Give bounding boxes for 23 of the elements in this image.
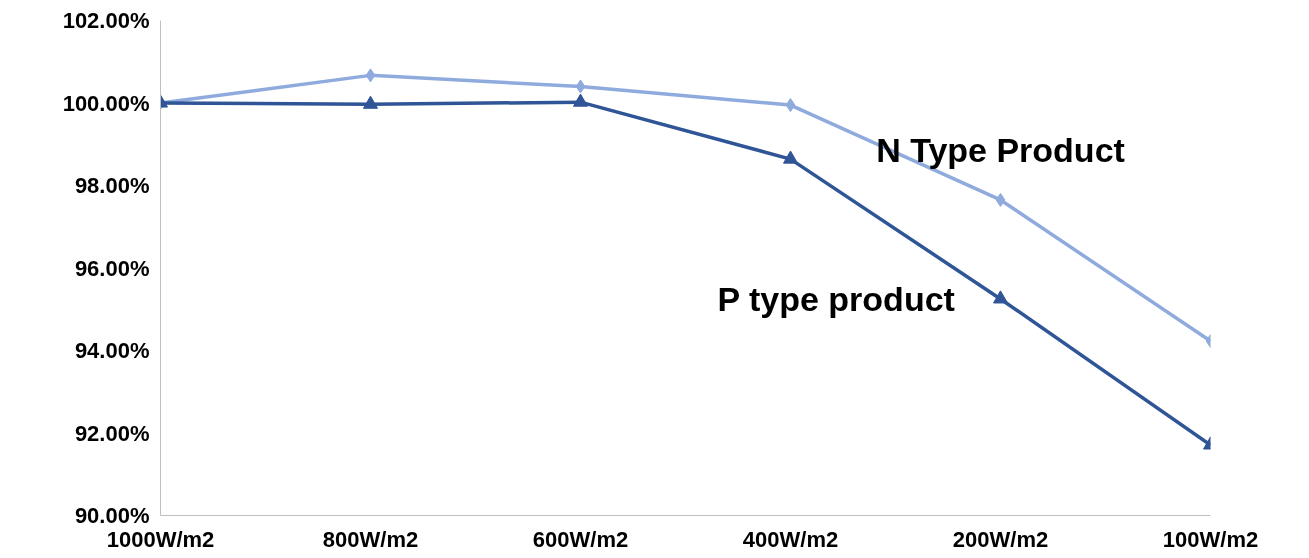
x-tick-label: 600W/m2 (532, 526, 629, 552)
point (575, 79, 586, 94)
y-tick-label: 96.00% (74, 255, 150, 281)
y-tick-label: 90.00% (74, 503, 150, 528)
x-tick-label: 400W/m2 (742, 526, 839, 552)
point (993, 290, 1008, 304)
point (995, 192, 1006, 207)
y-tick-label: 92.00% (74, 420, 150, 446)
x-tick-label: 1000W/m2 (106, 526, 215, 552)
point (573, 93, 588, 107)
x-tick-label: 100W/m2 (1162, 526, 1259, 552)
point (363, 95, 378, 109)
y-tick-label: 98.00% (74, 173, 150, 198)
x-tick-label: 800W/m2 (322, 526, 419, 552)
point (783, 150, 798, 164)
point (365, 68, 376, 83)
series-label: P type product (717, 279, 955, 318)
series-label: N Type Product (876, 130, 1125, 169)
y-tick-label: 102.00% (62, 8, 150, 33)
y-tick-label: 94.00% (74, 338, 150, 363)
x-tick-label: 200W/m2 (952, 526, 1049, 552)
point (785, 98, 796, 113)
y-tick-label: 100.00% (62, 90, 150, 116)
